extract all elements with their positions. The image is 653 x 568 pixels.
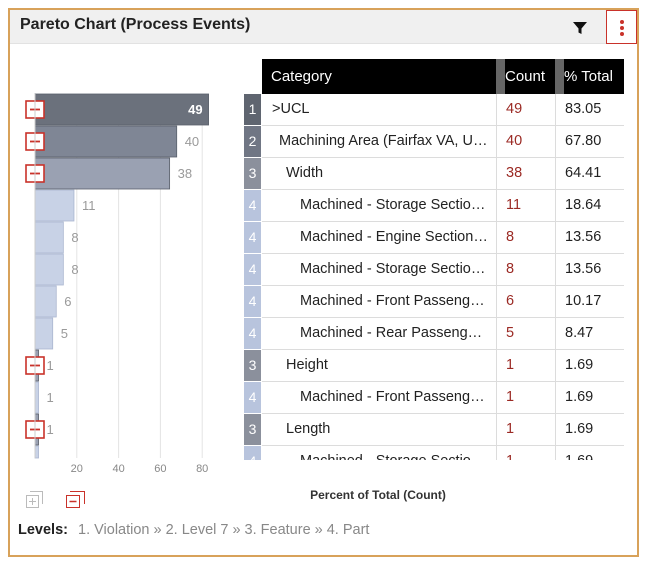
pct-total-cell: 1.69 [555, 350, 624, 382]
count-cell: 1 [496, 414, 555, 446]
category-cell[interactable]: Machined - Storage Section... [262, 446, 496, 460]
level-link-3[interactable]: 3. Feature [244, 522, 311, 538]
pct-total-cell: 13.56 [555, 254, 624, 286]
expand-all-button[interactable] [26, 491, 43, 508]
level-link-2[interactable]: 2. Level 7 [165, 522, 229, 538]
pct-total-cell: 10.17 [555, 286, 624, 318]
table-row[interactable]: Machined - Storage Section...11.69 [262, 446, 624, 460]
collapse-all-icon [66, 491, 85, 508]
table-row[interactable]: Machined - Rear Passenger ... 5 8.47 [262, 318, 624, 350]
expand-all-icon [26, 491, 43, 508]
pareto-table: Category Count % Total >UCL 49 83.05 Machin… [262, 59, 624, 460]
level-indicator: 4 [244, 254, 261, 285]
level-indicator: 4 [244, 382, 261, 413]
level-indicator: 4 [244, 318, 261, 349]
category-cell[interactable]: Machined - Storage Section... [300, 261, 492, 277]
table-row[interactable]: Machined - Storage Section... 11 18.64 [262, 190, 624, 222]
collapse-icon[interactable] [25, 164, 45, 183]
pct-total-cell: 1.69 [555, 414, 624, 446]
pct-total-cell: 1.69 [555, 446, 624, 460]
category-cell[interactable]: Machined - Engine Section -... [300, 229, 495, 245]
category-cell[interactable]: Machining Area (Fairfax VA, US... [279, 133, 495, 149]
category-cell[interactable]: Machined - Front Passenge... [300, 293, 491, 309]
category-cell[interactable]: Machined - Storage Section... [300, 197, 492, 213]
count-cell: 1 [496, 350, 555, 382]
levels-label: Levels: [18, 522, 68, 538]
table-row[interactable]: Width 38 64.41 [262, 158, 624, 190]
count-cell: 11 [496, 190, 555, 222]
collapse-icon[interactable] [25, 420, 45, 439]
category-cell[interactable]: >UCL [272, 101, 310, 117]
count-cell: 49 [496, 94, 555, 126]
level-indicator: 4 [244, 190, 261, 221]
category-cell[interactable]: Length [286, 421, 331, 437]
count-cell: 8 [496, 254, 555, 286]
pct-total-cell: 18.64 [555, 190, 624, 222]
count-cell: 8 [496, 222, 555, 254]
count-cell: 6 [496, 286, 555, 318]
pct-total-cell: 67.80 [555, 126, 624, 158]
table-row[interactable]: Length 1 1.69 [262, 414, 624, 446]
level-indicator: 4 [244, 286, 261, 317]
table-row[interactable]: Machined - Front Passenge... 1 1.69 [262, 382, 624, 414]
category-cell[interactable]: Machined - Front Passenge... [300, 389, 491, 405]
column-header-pct-total[interactable]: % Total [564, 68, 613, 85]
x-axis-title: Percent of Total (Count) [310, 488, 446, 502]
pct-total-cell: 1.69 [555, 382, 624, 414]
count-cell: 5 [496, 318, 555, 350]
filter-icon [573, 22, 587, 34]
widget-title: Pareto Chart (Process Events) [20, 16, 251, 33]
count-cell: 1 [496, 446, 555, 460]
level-indicator: 3 [244, 350, 261, 381]
level-indicator: 3 [244, 414, 261, 445]
category-cell[interactable]: Width [286, 165, 324, 181]
pct-total-cell: 13.56 [555, 222, 624, 254]
category-cell[interactable]: Height [286, 357, 328, 373]
category-cell[interactable]: Machined - Rear Passenger ... [300, 325, 496, 341]
count-cell: 40 [496, 126, 555, 158]
collapse-all-button[interactable] [66, 491, 85, 508]
table-row[interactable]: >UCL 49 83.05 [262, 94, 624, 126]
table-row[interactable]: Machined - Front Passenge... 6 10.17 [262, 286, 624, 318]
level-indicator: 4 [244, 222, 261, 253]
widget-header: Pareto Chart (Process Events) [10, 10, 637, 44]
filter-button[interactable] [570, 18, 590, 38]
column-header-category[interactable]: Category [271, 68, 332, 85]
level-indicator: 4 [244, 446, 261, 460]
count-cell: 38 [496, 158, 555, 190]
collapse-icon[interactable] [25, 132, 45, 151]
count-cell: 1 [496, 382, 555, 414]
pct-total-cell: 83.05 [555, 94, 624, 126]
pct-total-cell: 8.47 [555, 318, 624, 350]
kebab-menu-button[interactable] [606, 10, 637, 44]
table-header: Category Count % Total [262, 59, 624, 94]
level-link-1[interactable]: 1. Violation [78, 522, 150, 538]
level-indicator: 2 [244, 126, 261, 157]
pct-total-cell: 64.41 [555, 158, 624, 190]
levels-breadcrumb: Levels: 1. Violation» 2. Level 7» 3. Featu… [18, 522, 370, 538]
level-indicator: 3 [244, 158, 261, 189]
level-indicator: 1 [244, 94, 261, 125]
table-row[interactable]: Machined - Storage Section... 8 13.56 [262, 254, 624, 286]
table-row[interactable]: Machined - Engine Section -... 8 13.56 [262, 222, 624, 254]
collapse-icon[interactable] [25, 100, 45, 119]
table-row[interactable]: Height 1 1.69 [262, 350, 624, 382]
collapse-icon[interactable] [25, 356, 45, 375]
table-row[interactable]: Machining Area (Fairfax VA, US... 40 67.80 [262, 126, 624, 158]
level-link-4[interactable]: 4. Part [326, 522, 370, 538]
column-header-count[interactable]: Count [505, 68, 546, 85]
